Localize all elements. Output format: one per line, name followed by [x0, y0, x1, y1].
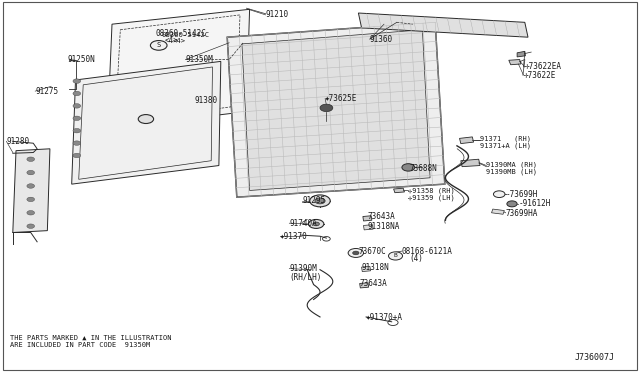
Circle shape: [388, 252, 403, 260]
Circle shape: [27, 224, 35, 228]
Text: 91318NA: 91318NA: [368, 222, 401, 231]
Text: <4>: <4>: [173, 38, 186, 44]
Circle shape: [27, 170, 35, 175]
Text: 91390MA (RH): 91390MA (RH): [486, 161, 538, 168]
Text: 73688N: 73688N: [410, 164, 437, 173]
Polygon shape: [364, 225, 373, 230]
Text: -91612H: -91612H: [518, 199, 551, 208]
Text: 91390MB (LH): 91390MB (LH): [486, 169, 538, 175]
Polygon shape: [13, 149, 50, 232]
Circle shape: [73, 116, 81, 121]
Text: 73643A: 73643A: [368, 212, 396, 221]
Polygon shape: [517, 51, 525, 57]
Text: (4): (4): [410, 254, 424, 263]
Circle shape: [73, 128, 81, 133]
Text: 08360-5142C: 08360-5142C: [162, 32, 210, 38]
Polygon shape: [108, 9, 250, 128]
Circle shape: [320, 104, 333, 112]
Polygon shape: [358, 13, 528, 37]
Text: 73643A: 73643A: [360, 279, 387, 288]
Text: <4>: <4>: [165, 36, 179, 45]
Text: 91371+A (LH): 91371+A (LH): [480, 142, 531, 149]
Text: ✦91370: ✦91370: [280, 232, 308, 241]
Text: 91275: 91275: [35, 87, 58, 96]
Circle shape: [73, 91, 81, 96]
Circle shape: [507, 201, 517, 207]
Text: 91380: 91380: [195, 96, 218, 105]
Circle shape: [313, 222, 319, 226]
Text: 91350M: 91350M: [186, 55, 213, 64]
Polygon shape: [363, 216, 372, 221]
Polygon shape: [242, 30, 430, 190]
Text: 91295: 91295: [302, 196, 325, 205]
Circle shape: [150, 41, 167, 50]
Polygon shape: [461, 159, 480, 167]
Text: ✦91370+A: ✦91370+A: [366, 312, 403, 321]
Circle shape: [73, 141, 81, 145]
Text: J736007J: J736007J: [575, 353, 614, 362]
Circle shape: [310, 195, 330, 207]
Polygon shape: [227, 22, 445, 197]
Polygon shape: [72, 61, 221, 184]
Circle shape: [73, 104, 81, 108]
Text: ✦73625E: ✦73625E: [325, 94, 358, 103]
Circle shape: [138, 115, 154, 124]
Circle shape: [353, 251, 359, 255]
Text: ✢73622EA: ✢73622EA: [525, 62, 562, 71]
Circle shape: [27, 184, 35, 188]
Text: 91280: 91280: [6, 137, 29, 146]
Text: -73699H: -73699H: [506, 190, 538, 199]
Text: 91360: 91360: [370, 35, 393, 44]
Text: ARE INCLUDED IN PART CODE  91350M: ARE INCLUDED IN PART CODE 91350M: [10, 342, 150, 348]
Circle shape: [27, 157, 35, 161]
Circle shape: [348, 248, 364, 257]
Circle shape: [73, 79, 81, 83]
Text: S: S: [157, 42, 161, 48]
Circle shape: [27, 211, 35, 215]
Text: 91390M: 91390M: [289, 264, 317, 273]
Text: 73699HA: 73699HA: [506, 209, 538, 218]
Text: THE PARTS MARKED ▲ IN THE ILLUSTRATION: THE PARTS MARKED ▲ IN THE ILLUSTRATION: [10, 335, 171, 341]
Text: 73670C: 73670C: [358, 247, 386, 256]
Polygon shape: [509, 60, 521, 65]
Polygon shape: [362, 266, 371, 272]
Circle shape: [73, 153, 81, 158]
Text: 91740A: 91740A: [289, 219, 317, 228]
Polygon shape: [394, 188, 404, 193]
Text: 08168-6121A: 08168-6121A: [402, 247, 452, 256]
Text: 91210: 91210: [266, 10, 289, 19]
Text: 91371   (RH): 91371 (RH): [480, 135, 531, 142]
Text: (RH/LH): (RH/LH): [289, 273, 322, 282]
Text: 91250N: 91250N: [67, 55, 95, 64]
Circle shape: [308, 219, 324, 228]
Polygon shape: [460, 137, 474, 144]
Text: ✢91359 (LH): ✢91359 (LH): [408, 195, 455, 201]
Polygon shape: [492, 209, 504, 214]
Text: 08360-5142C: 08360-5142C: [156, 29, 206, 38]
Text: 91318N: 91318N: [362, 263, 389, 272]
Polygon shape: [360, 283, 369, 288]
Circle shape: [493, 191, 505, 198]
Circle shape: [27, 197, 35, 202]
Circle shape: [402, 164, 415, 171]
Text: ✢73622E: ✢73622E: [524, 71, 556, 80]
Circle shape: [315, 198, 325, 204]
Text: ✢91358 (RH): ✢91358 (RH): [408, 187, 455, 194]
Text: B: B: [394, 253, 397, 259]
